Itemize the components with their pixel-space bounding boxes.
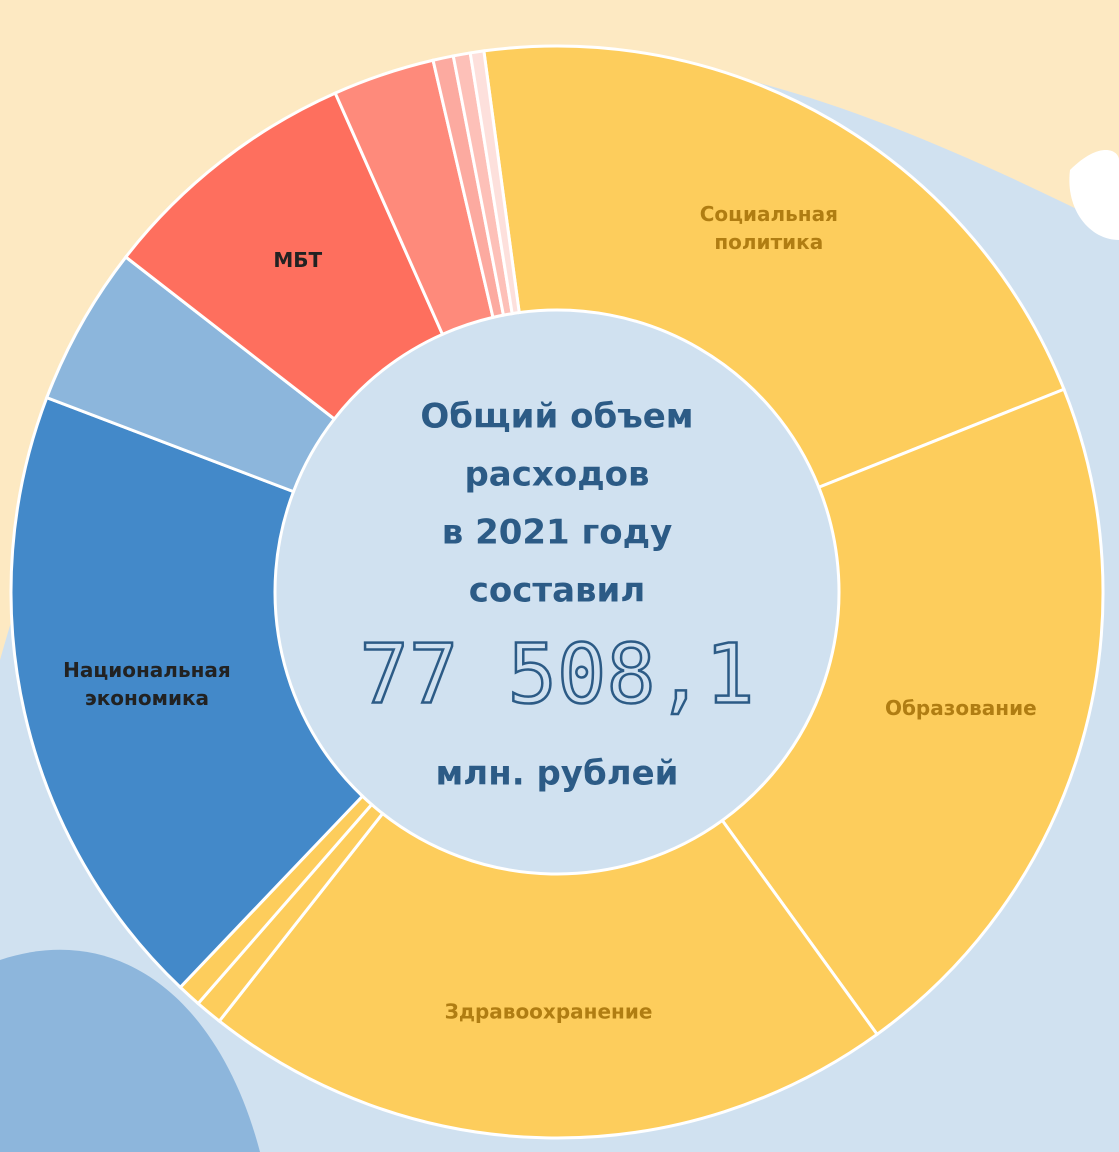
slice-label-line: Образование — [885, 695, 1037, 719]
slice-label-line: экономика — [85, 685, 209, 709]
center-text: составил — [469, 571, 646, 611]
center-disc — [277, 312, 837, 872]
background-shape — [0, 949, 260, 1152]
slice-label: МБТ — [273, 247, 322, 271]
slice — [720, 387, 1105, 1037]
slice-label-line: Здравоохранение — [445, 999, 653, 1023]
slice-label: Здравоохранение — [445, 999, 653, 1023]
center-text: в 2021 году — [442, 513, 673, 553]
slice — [217, 811, 880, 1140]
background-shape — [1069, 150, 1119, 240]
slice-label-line: МБТ — [273, 247, 322, 271]
slice-label: Социальная политика — [700, 201, 838, 253]
slice-label-line: политика — [714, 229, 823, 253]
slice-label: Национальная экономика — [63, 657, 231, 709]
unit: млн. рублей — [436, 754, 679, 794]
slice — [468, 49, 521, 316]
slice — [9, 395, 365, 990]
slice-label: Образование — [885, 695, 1037, 719]
slice — [482, 44, 1066, 490]
total-value: 77 508,1 — [360, 627, 755, 722]
center-text: Общий объем — [420, 397, 693, 437]
center-text: расходов — [464, 455, 649, 495]
slice-label-line: Национальная — [63, 657, 231, 681]
slice-label-line: Социальная — [700, 201, 838, 225]
